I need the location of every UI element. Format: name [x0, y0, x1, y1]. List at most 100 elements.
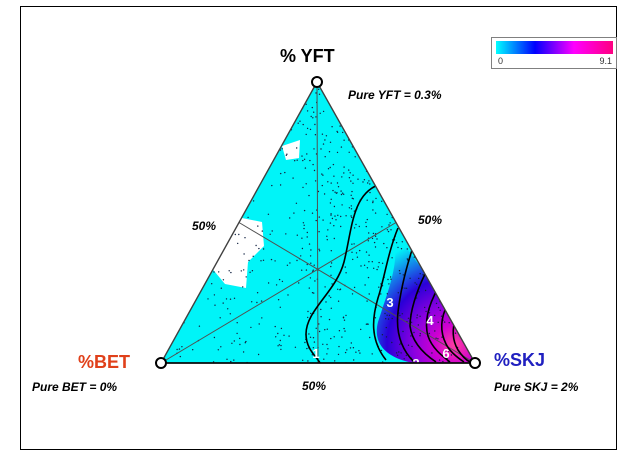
sample-point [338, 345, 340, 348]
sample-point [353, 286, 356, 289]
contour-line [372, 227, 399, 361]
sample-point [330, 307, 332, 309]
sample-point [275, 284, 278, 286]
sample-point [267, 282, 270, 284]
sample-point [378, 286, 380, 288]
sample-point [323, 193, 326, 195]
contour-label: 4 [426, 313, 434, 328]
sample-point [388, 314, 391, 317]
sample-point [343, 319, 346, 321]
sample-point [249, 271, 251, 273]
sample-point [317, 190, 320, 193]
sample-point [322, 143, 325, 145]
sample-point [345, 215, 347, 217]
contour-line [440, 303, 465, 363]
sample-point [366, 218, 368, 221]
sample-point [371, 237, 374, 240]
sample-point [337, 288, 339, 290]
sample-point [323, 358, 325, 360]
sample-point [322, 343, 324, 345]
sample-point [326, 239, 328, 241]
sample-point [308, 287, 310, 289]
sample-point [385, 326, 387, 329]
sample-point [386, 247, 388, 249]
sample-point [341, 176, 343, 178]
sample-point [404, 287, 406, 289]
sample-point [381, 262, 384, 264]
sample-point [278, 278, 281, 281]
sample-point [325, 301, 327, 303]
sample-point [314, 134, 317, 136]
sample-point [330, 250, 332, 252]
sample-point [288, 335, 290, 337]
sample-point [258, 323, 260, 325]
sample-point [340, 193, 343, 196]
sample-point [334, 215, 336, 217]
sample-point [274, 325, 276, 328]
sample-point [318, 248, 320, 250]
sample-point [271, 184, 273, 187]
sample-point [418, 291, 420, 293]
sample-point [415, 359, 417, 361]
sample-point [315, 219, 317, 222]
contour-line [305, 184, 379, 363]
sample-point [414, 282, 416, 284]
sample-point [213, 271, 215, 273]
sample-point [366, 267, 369, 269]
sample-point [351, 190, 353, 193]
sample-point [337, 353, 340, 356]
sample-point [411, 345, 413, 348]
sample-point [378, 261, 380, 264]
sample-point [260, 300, 263, 302]
sample-point [350, 194, 352, 196]
sample-point [311, 106, 313, 109]
sample-point [312, 163, 314, 166]
sample-point [341, 192, 344, 194]
sample-point [337, 186, 340, 188]
sample-point [425, 310, 427, 313]
sample-point [309, 128, 312, 131]
sample-point [424, 289, 427, 292]
sample-point [400, 248, 403, 250]
sample-point [306, 236, 308, 238]
sample-point [381, 200, 383, 202]
sample-point [324, 286, 326, 288]
sample-point [329, 141, 332, 143]
sample-point [419, 315, 421, 317]
sample-point [313, 148, 315, 150]
sample-point [407, 317, 410, 319]
sample-point [345, 272, 347, 274]
sample-point [336, 130, 338, 133]
sample-point [444, 321, 446, 323]
sample-point [315, 327, 317, 329]
sample-point [437, 306, 440, 309]
sample-point [389, 276, 392, 278]
sample-point [318, 330, 321, 333]
sample-point [303, 227, 305, 230]
sample-point [286, 264, 289, 266]
sample-point [281, 148, 283, 150]
sample-point [301, 155, 303, 157]
sample-point [310, 262, 312, 264]
sample-point [289, 262, 291, 264]
sample-point [350, 342, 352, 344]
vertex-label-yft: % YFT [280, 46, 335, 66]
sample-point [219, 317, 221, 319]
sample-point [391, 317, 393, 320]
sample-point [324, 139, 326, 141]
sample-point [322, 219, 324, 221]
sample-point [280, 172, 282, 175]
sample-point [307, 360, 309, 362]
sample-point [301, 237, 303, 239]
sample-point [274, 260, 276, 262]
sample-point [345, 314, 347, 317]
sample-point [310, 249, 312, 251]
sample-point [334, 191, 336, 193]
sample-point [350, 180, 352, 182]
sample-point [339, 289, 341, 291]
sample-point [407, 344, 410, 346]
sample-point [381, 226, 383, 228]
sample-point [296, 159, 298, 161]
sample-point [233, 359, 235, 361]
sample-point [335, 219, 337, 221]
